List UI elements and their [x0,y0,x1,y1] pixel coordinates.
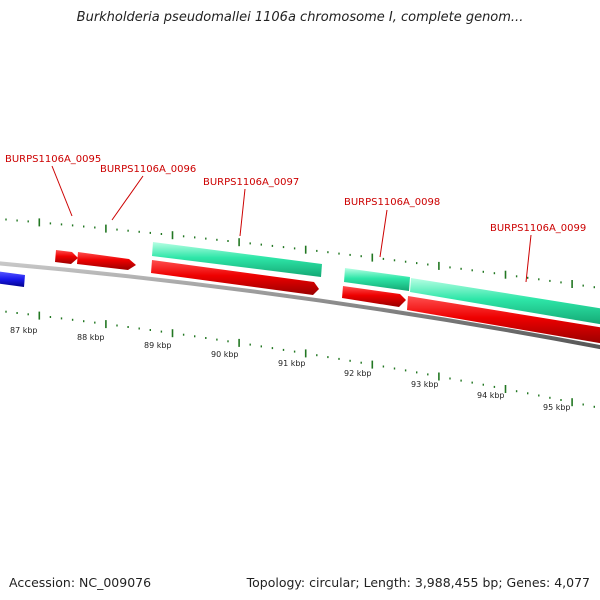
gene-label-0098[interactable]: BURPS1106A_0098 [344,197,440,208]
scale-label-91: 91 kbp [278,359,306,368]
inner-tick-marks [5,310,595,408]
map-title: Burkholderia pseudomallei 1106a chromoso… [76,10,524,25]
scale-label-94: 94 kbp [477,391,505,400]
gene-forward-1[interactable] [152,242,322,277]
scale-label-90: 90 kbp [211,350,239,359]
gene-label-0099[interactable]: BURPS1106A_0099 [490,223,586,234]
gene-reverse-5[interactable] [407,296,600,344]
gene-reverse-4[interactable] [342,286,406,307]
gene-reverse-3[interactable] [151,260,319,295]
scale-label-92: 92 kbp [344,369,372,378]
scale-label-87: 87 kbp [10,326,38,335]
scale-label-95: 95 kbp [543,403,571,412]
genome-summary-text: Topology: circular; Length: 3,988,455 bp… [246,575,590,590]
label-leader-lines [51,165,532,283]
scale-label-89: 89 kbp [144,341,172,350]
gene-label-0096[interactable]: BURPS1106A_0096 [100,164,196,175]
scale-label-93: 93 kbp [411,380,439,389]
accession-text: Accession: NC_009076 [9,575,152,590]
feature-blue[interactable] [0,271,25,287]
gene-label-0095[interactable]: BURPS1106A_0095 [5,154,101,165]
scale-label-88: 88 kbp [77,333,105,342]
gene-reverse-1[interactable] [55,250,78,264]
gene-forward-2[interactable] [344,268,410,291]
gene-forward-3[interactable] [410,278,600,325]
genome-backbone [0,261,600,350]
outer-tick-marks [5,218,595,289]
gene-reverse-2[interactable] [77,252,136,270]
gene-label-0097[interactable]: BURPS1106A_0097 [203,177,299,188]
